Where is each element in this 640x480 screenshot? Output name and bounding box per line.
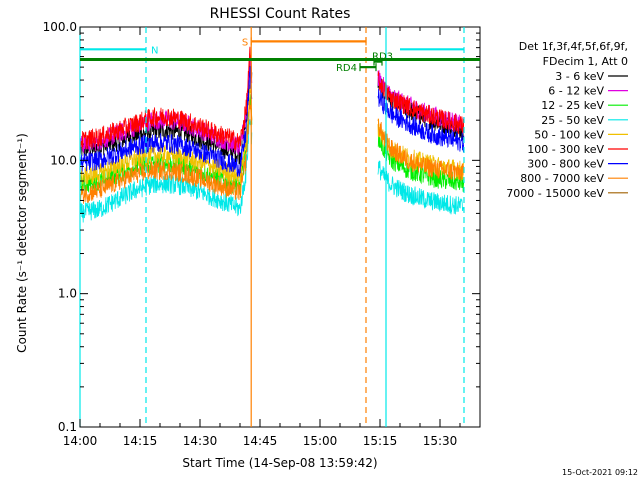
axis-ticks: 14:00 14:15 14:30 14:45 15:00 15:15 15:30 0.1 1.… [43, 20, 481, 448]
legend-entry-label: 300 - 800 keV [527, 158, 604, 171]
annotation-label-n: N [151, 45, 158, 56]
x-axis-label: Start Time (14-Sep-08 13:59:42) [182, 456, 377, 470]
legend: Det 1f,3f,4f,5f,6f,9f, FDecim 1, Att 0 3 -… [506, 40, 628, 200]
series-line-800-7000kev-seg1 [377, 118, 465, 182]
legend-entry-label: 50 - 100 keV [534, 128, 604, 141]
legend-header-line: FDecim 1, Att 0 [543, 55, 628, 68]
legend-entry-label: 7000 - 15000 keV [506, 187, 604, 200]
legend-entry-label: 100 - 300 keV [527, 143, 604, 156]
annotation-label-rd3: RD3 [372, 52, 393, 63]
series-line-100-300kev-seg0 [79, 46, 252, 151]
x-tick-label: 14:15 [123, 434, 158, 448]
x-tick-label: 14:30 [183, 434, 218, 448]
legend-header-line: Det 1f,3f,4f,5f,6f,9f, [519, 40, 628, 53]
plot-frame [79, 26, 481, 428]
x-tick-label: 14:45 [243, 434, 278, 448]
series-line-300-800kev-seg0 [79, 66, 253, 177]
x-tick-label: 15:30 [423, 434, 458, 448]
series-line-25-50kev-seg0 [79, 119, 253, 223]
legend-entry-label: 3 - 6 keV [555, 70, 604, 83]
annotation-label-rd4: RD4 [336, 63, 357, 74]
series-line-25-50kev-seg1 [377, 160, 465, 215]
legend-entry-label: 6 - 12 keV [548, 85, 604, 98]
x-tick-label: 15:00 [303, 434, 338, 448]
annotation-label-s: S [242, 37, 248, 48]
legend-entry-label: 12 - 25 keV [541, 99, 604, 112]
y-axis-label: Count Rate (s⁻¹ detector segment⁻¹) [15, 133, 29, 353]
legend-entry-label: 25 - 50 keV [541, 114, 604, 127]
y-tick-label: 10.0 [50, 153, 77, 167]
series-line-3-6kev-seg0 [79, 57, 253, 165]
series-line-100-300kev-seg1 [377, 71, 465, 135]
legend-entry-label: 800 - 7000 keV [520, 172, 604, 185]
footer-timestamp: 15-Oct-2021 09:12 [562, 468, 638, 477]
time-marker-lines [79, 27, 465, 427]
y-tick-label: 100.0 [43, 20, 77, 34]
data-series-group [79, 46, 465, 223]
attenuator-annotations: N S RD4 RD3 [80, 37, 480, 74]
x-tick-label: 14:00 [63, 434, 98, 448]
series-line-300-800kev-seg1 [377, 88, 465, 153]
series-line-50-100kev-seg0 [79, 84, 253, 187]
series-line-800-7000kev-seg0 [79, 100, 253, 204]
x-tick-label: 15:15 [363, 434, 398, 448]
y-tick-label: 0.1 [58, 420, 77, 434]
chart-title: RHESSI Count Rates [210, 6, 351, 22]
y-tick-label: 1.0 [58, 287, 77, 301]
